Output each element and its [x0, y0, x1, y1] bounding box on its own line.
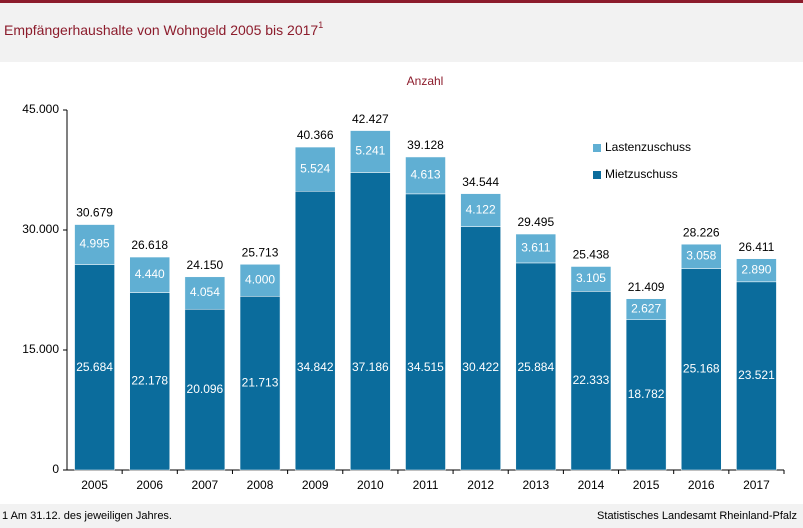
x-tick-label: 2008 — [247, 478, 274, 492]
x-tick-label: 2009 — [302, 478, 329, 492]
bar-segment — [129, 256, 170, 293]
segment-label: 2.890 — [741, 262, 771, 276]
segment-label: 22.178 — [131, 373, 168, 387]
total-label: 26.618 — [131, 238, 168, 252]
title-footnote-mark: 1 — [318, 20, 323, 30]
segment-label: 4.440 — [135, 267, 165, 281]
x-tick-label: 2012 — [467, 478, 494, 492]
y-tick-label: 0 — [52, 462, 59, 476]
segment-label: 37.186 — [352, 360, 389, 374]
footnote: 1 Am 31.12. des jeweiligen Jahres. — [2, 510, 172, 522]
bar-segment — [294, 146, 336, 192]
bar-segment — [625, 298, 667, 320]
segment-label: 4.054 — [190, 285, 220, 299]
segment-label: 4.000 — [245, 272, 275, 286]
segment-label: 23.521 — [738, 368, 775, 382]
total-label: 26.411 — [739, 240, 775, 254]
bar-segment — [515, 233, 557, 264]
total-label: 34.544 — [462, 175, 499, 189]
bar-segment — [350, 172, 391, 471]
total-label: 29.495 — [517, 215, 554, 229]
segment-label: 25.884 — [517, 360, 554, 374]
segment-label: 18.782 — [628, 387, 665, 401]
bar-segment — [460, 226, 501, 471]
top-rule — [0, 0, 803, 3]
bar-segment — [405, 193, 446, 471]
bar-segment — [350, 130, 391, 173]
x-tick-label: 2016 — [688, 478, 715, 492]
chart-title: Empfängerhaushalte von Wohngeld 2005 bis… — [4, 20, 323, 37]
total-label: 42.427 — [352, 112, 389, 126]
legend-label: Lastenzuschuss — [605, 140, 691, 154]
segment-label: 4.995 — [80, 237, 110, 251]
segment-label: 25.684 — [76, 360, 113, 374]
bar-segment — [460, 193, 501, 227]
title-text: Empfängerhaushalte von Wohngeld 2005 bis… — [4, 22, 318, 38]
total-label: 30.679 — [76, 206, 113, 220]
segment-label: 4.613 — [410, 168, 440, 182]
total-label: 24.150 — [187, 258, 224, 272]
bar-segment — [570, 291, 612, 471]
bar-segment — [570, 266, 612, 292]
x-tick-label: 2010 — [357, 478, 384, 492]
legend-swatch — [593, 144, 601, 152]
bar-segment — [736, 258, 777, 283]
bar-segment — [74, 264, 115, 471]
segment-label: 25.168 — [683, 361, 720, 375]
x-tick-label: 2014 — [578, 478, 605, 492]
segment-label: 22.333 — [573, 373, 610, 387]
source: Statistisches Landesamt Rheinland-Pfalz — [597, 510, 797, 522]
bar-segment — [239, 264, 281, 297]
bar-segment — [405, 156, 446, 195]
y-tick-label: 30.000 — [22, 222, 59, 236]
x-tick-label: 2007 — [192, 478, 219, 492]
bar-segment — [681, 268, 722, 471]
segment-label: 34.842 — [297, 360, 334, 374]
bar-segment — [681, 243, 722, 269]
segment-label: 21.713 — [242, 375, 279, 389]
x-tick-label: 2011 — [413, 478, 439, 492]
segment-label: 30.422 — [462, 360, 499, 374]
bar-segment — [74, 224, 115, 265]
x-tick-label: 2017 — [743, 478, 770, 492]
segment-label: 20.096 — [187, 382, 224, 396]
segment-label: 4.122 — [466, 202, 496, 216]
segment-label: 3.058 — [686, 249, 716, 263]
segment-label: 2.627 — [631, 301, 661, 315]
total-label: 28.226 — [683, 225, 720, 239]
subtitle: Anzahl — [407, 74, 444, 88]
total-label: 39.128 — [407, 138, 444, 152]
y-tick-label: 45.000 — [22, 102, 59, 116]
x-tick-label: 2013 — [522, 478, 549, 492]
bar-segment — [294, 191, 336, 471]
bar-segment — [184, 308, 226, 471]
segment-label: 3.611 — [521, 241, 550, 255]
x-tick-label: 2005 — [81, 478, 108, 492]
bar-segment — [239, 296, 281, 471]
bar-segment — [625, 319, 667, 471]
x-tick-label: 2015 — [633, 478, 660, 492]
segment-label: 5.524 — [300, 161, 330, 175]
y-tick-label: 15.000 — [22, 342, 59, 356]
x-tick-label: 2006 — [136, 478, 163, 492]
legend-swatch — [593, 171, 601, 179]
total-label: 40.366 — [297, 128, 334, 142]
total-label: 21.409 — [628, 280, 665, 294]
segment-label: 34.515 — [407, 360, 444, 374]
total-label: 25.713 — [242, 245, 279, 259]
legend-label: Mietzuschuss — [605, 167, 678, 181]
bar-segment — [184, 276, 226, 310]
segment-label: 5.241 — [355, 144, 385, 158]
segment-label: 3.105 — [576, 271, 606, 285]
total-label: 25.438 — [573, 248, 610, 262]
bar-segment — [129, 292, 170, 471]
bar-segment — [736, 281, 777, 471]
